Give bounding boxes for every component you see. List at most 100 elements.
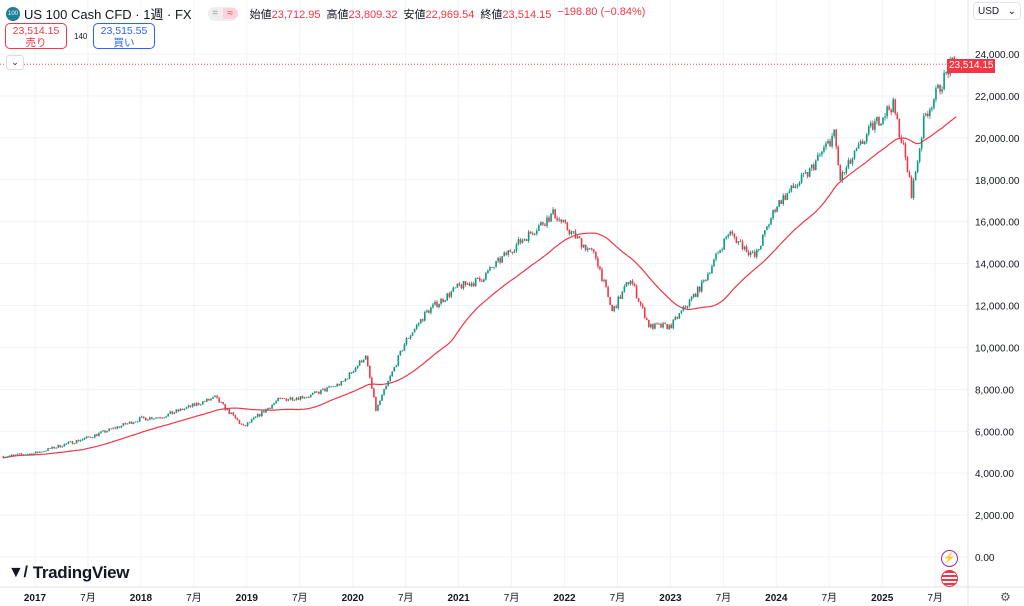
candle-body [922,115,925,139]
candle-body [230,412,233,414]
candle-body [495,261,497,268]
candle-body [460,285,463,289]
sell-button[interactable]: 23,514.15 売り [5,23,67,49]
candle-body [719,250,721,253]
candle-body [377,404,379,411]
candle-body [770,218,772,225]
candle-body [112,427,115,429]
candle-body [307,396,310,398]
candle-body [87,436,90,438]
candle-body [446,293,448,301]
x-tick-label: 2025 [871,593,894,604]
toggle-equal[interactable]: = [212,8,219,19]
candle-body [39,451,41,453]
candle-body [776,206,778,212]
candle-body [727,234,730,237]
candle-body [692,294,695,298]
candle-body [531,233,534,235]
candle-body [171,411,174,414]
y-tick-label: 14,000.00 [975,260,1020,271]
candle-body [169,411,172,414]
candle-body [812,164,815,170]
candle-body [825,143,827,148]
candle-body [397,355,400,366]
candle-body [731,231,734,234]
candle-body [12,454,15,456]
candle-body [320,389,322,394]
moving-average [3,116,957,459]
buy-button[interactable]: 23,515.55 買い [93,23,155,49]
toggle-approx[interactable]: ≈ [222,8,238,19]
candle-body [920,138,923,149]
candle-body [682,306,685,311]
candle-body [645,318,648,321]
candle-body [715,253,717,260]
candle-body [851,158,854,164]
candle-body [470,283,473,286]
y-tick-label: 0.00 [975,553,995,564]
candle-body [540,222,542,226]
candle-body [725,236,728,239]
candle-body [670,324,673,329]
candle-body [635,286,638,299]
x-tick-label: 2020 [342,593,365,604]
candle-body [340,381,343,386]
candle-body [356,365,359,369]
symbol-title[interactable]: US 100 Cash CFD · 1週 · FX [24,7,192,22]
candle-body [438,303,440,308]
candle-body [621,291,624,299]
x-tick-label: 2024 [765,593,788,604]
candle-body [189,405,192,407]
candle-body [808,168,811,177]
candle-body [269,408,271,409]
candle-body [544,224,546,226]
candle-body [393,366,396,372]
candle-body [57,445,60,448]
candle-body [428,310,430,313]
candle-body [175,409,178,413]
candle-body [61,446,64,448]
candle-body [197,403,200,405]
candle-body [297,397,300,400]
candle-body [379,400,381,405]
candle-body [218,397,220,403]
candle-body [177,409,180,412]
candle-body [108,428,110,432]
candle-body [609,296,611,306]
candle-body [737,241,740,243]
candle-body [796,185,799,187]
tradingview-logo[interactable]: ▼/TradingView [8,563,130,583]
candle-body [908,172,911,177]
candle-body [839,164,842,181]
currency-select[interactable]: USD ⌄ [973,2,1021,20]
candle-body [509,250,512,252]
candle-body [324,388,326,392]
candle-body [892,99,894,113]
collapse-button[interactable]: ⌄ [6,55,24,70]
candle-body [187,405,190,408]
candle-body [285,398,288,401]
candle-body [35,451,37,454]
candle-body [401,350,404,352]
candle-body [369,365,371,378]
candle-body [865,134,868,142]
candle-body [69,441,72,443]
candle-body [476,278,479,279]
settings-gear-icon[interactable]: ⚙ [1000,590,1011,604]
candle-body [267,408,269,410]
candle-body [413,328,416,333]
candle-body [458,283,461,286]
candle-body [291,397,294,401]
open-label: 始値 [249,8,272,21]
candle-body [275,401,277,404]
candle-body [898,119,901,138]
us-flag-icon[interactable] [941,570,958,587]
chart-mode-toggle[interactable]: = ≈ [207,6,238,21]
candle-body [250,419,253,423]
candle-body [316,391,318,393]
candle-body [252,417,255,420]
candle-body [167,413,169,417]
lightning-icon[interactable]: ⚡ [941,550,958,567]
candle-body [501,256,503,263]
